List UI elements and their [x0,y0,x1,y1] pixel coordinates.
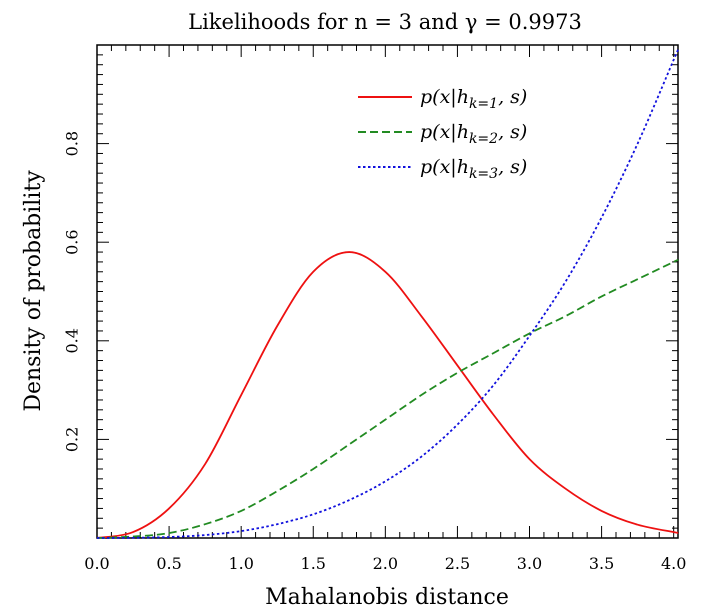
series-line-1 [96,251,679,539]
chart-title: Likelihoods for n = 3 and γ = 0.9973 [188,10,582,34]
legend-label-2: p(x|hk=2, s) [420,121,527,147]
y-axis-label: Density of probability [21,170,46,412]
y-tick-label: 0.8 [63,131,82,156]
x-tick-label: 4.0 [661,554,686,573]
series-line-2 [96,258,679,539]
y-tick-labels: 0.2 0.4 0.6 0.8 [63,131,82,452]
x-axis-label: Mahalanobis distance [265,585,509,610]
plot-area: p(x|hk=1, s) p(x|hk=2, s) p(x|hk=3, s) [96,44,679,539]
legend-label-1: p(x|hk=1, s) [420,86,527,112]
x-tick-label: 2.0 [373,554,398,573]
legend-label-3: p(x|hk=3, s) [420,156,527,182]
legend: p(x|hk=1, s) p(x|hk=2, s) p(x|hk=3, s) [358,86,527,182]
x-tick-label: 3.5 [589,554,614,573]
series-lines [96,48,679,539]
x-tick-label: 1.5 [301,554,326,573]
x-tick-label: 0.5 [156,554,181,573]
plot-frame [96,44,679,539]
y-tick-label: 0.4 [63,328,82,353]
x-tick-label: 1.0 [228,554,253,573]
x-tick-label: 2.5 [445,554,470,573]
x-tick-label: 3.0 [517,554,542,573]
series-line-3 [96,48,679,539]
axis-ticks [96,44,678,539]
y-tick-label: 0.2 [63,427,82,452]
x-tick-label: 0.0 [84,554,109,573]
y-tick-label: 0.6 [63,229,82,254]
x-tick-labels: 0.0 0.5 1.0 1.5 2.0 2.5 3.0 3.5 4.0 [84,554,686,573]
